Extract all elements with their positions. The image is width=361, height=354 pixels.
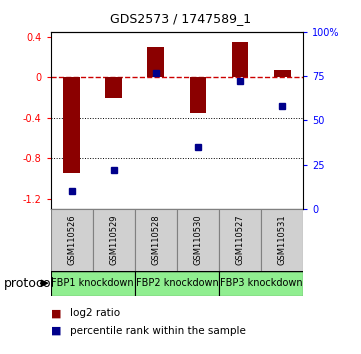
- Text: GSM110526: GSM110526: [67, 215, 76, 265]
- Text: GSM110529: GSM110529: [109, 215, 118, 265]
- Text: protocol: protocol: [4, 278, 55, 290]
- Bar: [51, 271, 135, 296]
- Text: GSM110531: GSM110531: [278, 215, 287, 265]
- Text: FBP3 knockdown: FBP3 knockdown: [220, 278, 303, 288]
- Text: ■: ■: [51, 308, 61, 318]
- Bar: [51, 209, 93, 271]
- Bar: [190, 78, 206, 113]
- Bar: [219, 209, 261, 271]
- Text: FBP1 knockdown: FBP1 knockdown: [51, 278, 134, 288]
- Bar: [135, 209, 177, 271]
- Bar: [219, 271, 303, 296]
- Text: FBP2 knockdown: FBP2 knockdown: [135, 278, 218, 288]
- Text: log2 ratio: log2 ratio: [70, 308, 121, 318]
- Text: GSM110528: GSM110528: [151, 215, 160, 265]
- Bar: [177, 209, 219, 271]
- Bar: [261, 209, 303, 271]
- Text: GSM110527: GSM110527: [236, 215, 244, 265]
- Bar: [135, 271, 219, 296]
- Text: percentile rank within the sample: percentile rank within the sample: [70, 326, 246, 336]
- Bar: [63, 78, 80, 173]
- Text: GDS2573 / 1747589_1: GDS2573 / 1747589_1: [110, 12, 251, 25]
- Bar: [93, 209, 135, 271]
- Bar: [274, 70, 291, 78]
- Bar: [147, 47, 164, 78]
- Text: ■: ■: [51, 326, 61, 336]
- Bar: [105, 78, 122, 98]
- Text: GSM110530: GSM110530: [193, 215, 203, 265]
- Bar: [232, 42, 248, 78]
